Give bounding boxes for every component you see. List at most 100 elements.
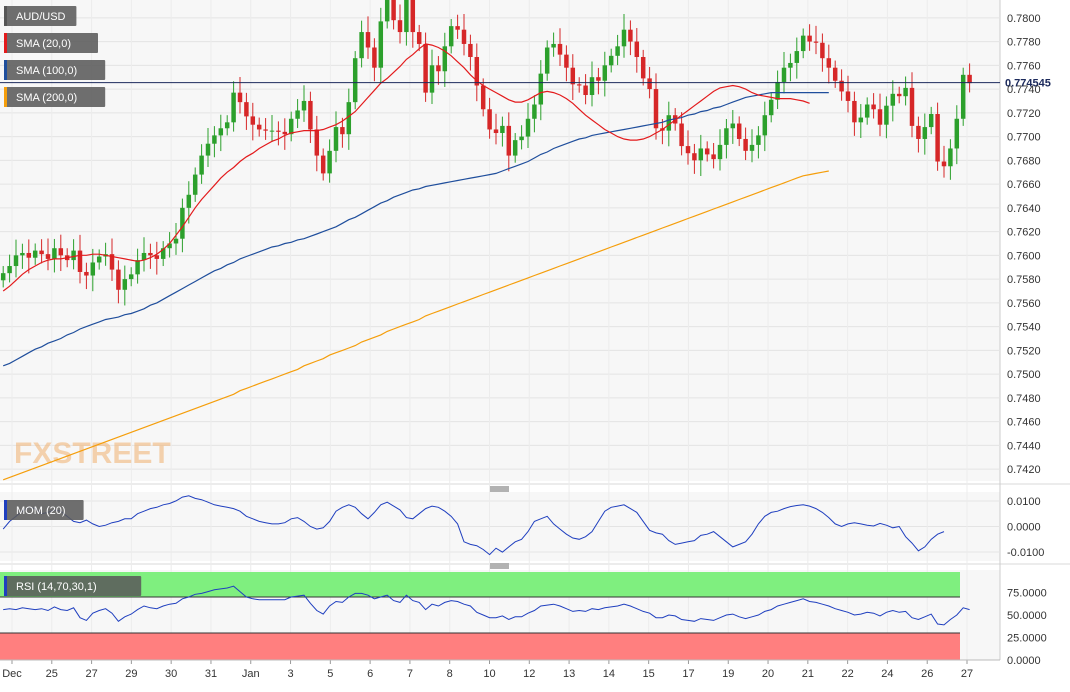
legend-box: [4, 87, 106, 107]
candle: [679, 112, 684, 156]
candle: [384, 0, 390, 29]
candle: [480, 78, 486, 117]
legend-box: [4, 33, 98, 53]
candle: [282, 118, 288, 150]
candle-body: [621, 29, 627, 47]
candle-body: [160, 248, 166, 259]
x-tick-label: 19: [722, 668, 734, 680]
legend-box: [4, 6, 77, 26]
legend-box: [4, 60, 106, 80]
candle-body: [352, 58, 358, 103]
rsi-bands: [0, 572, 960, 660]
candle-body: [679, 123, 684, 147]
x-tick-label: 31: [205, 668, 217, 680]
resize-handle-2[interactable]: [489, 563, 509, 569]
candle-body: [608, 55, 614, 66]
last-price-box: [1001, 74, 1065, 91]
rsi-overbought-band: [0, 572, 960, 597]
candle: [256, 117, 262, 137]
legend-box: [4, 500, 84, 520]
candle-body: [948, 148, 953, 167]
candle: [429, 49, 435, 105]
price-tick-label: 0.7640: [1007, 203, 1041, 215]
candle: [167, 232, 172, 258]
legend: AUD/USD SMA (20,0) SMA (100,0) SMA (200,0) M…: [4, 6, 142, 596]
x-axis-labels: Dec 25 27 29 30 31 Jan 3 5 6 7 8 10 12 13 14 15 17 19 20 21 2…: [0, 659, 1000, 680]
candle-body: [704, 148, 710, 155]
candle-body: [967, 74, 972, 84]
last-price-line: 0.774545: [0, 74, 1065, 91]
candle: [455, 14, 460, 39]
legend-swatch: [4, 60, 7, 80]
sma-lines: [2, 43, 829, 481]
candle-body: [647, 78, 652, 90]
x-tick-label: 21: [802, 668, 814, 680]
price-tick-label: 0.7660: [1007, 179, 1041, 191]
candle: [698, 134, 704, 177]
candles: [0, 0, 972, 306]
candle: [160, 241, 166, 267]
x-tick-label: 17: [682, 668, 694, 680]
candle-body: [282, 131, 288, 135]
candle-body: [743, 138, 748, 151]
candle: [538, 60, 544, 121]
rsi-tick-label: 50.0000: [1007, 610, 1047, 622]
candle-body: [839, 80, 844, 92]
legend-label: SMA (20,0): [16, 38, 71, 50]
candle: [141, 237, 147, 272]
candle-body: [84, 271, 89, 276]
candle-body: [692, 153, 697, 161]
candle: [397, 4, 403, 44]
candle: [154, 241, 160, 275]
candle-body: [199, 155, 204, 175]
candle-body: [301, 100, 307, 111]
candle-body: [768, 99, 774, 116]
candle: [807, 24, 812, 51]
candle-body: [941, 161, 947, 167]
price-tick-label: 0.7620: [1007, 227, 1041, 239]
candle-body: [717, 144, 723, 160]
candle-body: [39, 250, 44, 255]
candle: [212, 126, 217, 158]
candle: [173, 223, 179, 255]
candle: [781, 52, 787, 94]
candle-body: [858, 117, 864, 123]
candle: [903, 76, 908, 106]
x-tick-label: 5: [327, 668, 333, 680]
resize-handle-1[interactable]: [489, 486, 509, 492]
candle-body: [781, 67, 787, 82]
candle: [845, 75, 851, 113]
candle-body: [960, 74, 966, 119]
candle: [327, 139, 332, 183]
legend-item: SMA (100,0): [4, 60, 106, 80]
x-tick-label: 30: [165, 668, 177, 680]
candle-body: [544, 47, 550, 74]
candle: [634, 28, 640, 73]
candle-body: [154, 255, 160, 259]
candle-body: [596, 77, 601, 81]
price-tick-label: 0.7460: [1007, 417, 1041, 429]
candle-body: [333, 127, 339, 151]
candle-body: [455, 26, 460, 30]
x-tick-label: 26: [921, 668, 933, 680]
candle-body: [602, 65, 608, 81]
candle-body: [698, 148, 704, 161]
candle-body: [928, 114, 934, 128]
candle: [493, 113, 499, 145]
x-tick-label: 12: [523, 668, 535, 680]
candle: [365, 16, 371, 59]
x-tick-label: 27: [961, 668, 973, 680]
momentum-line: [2, 495, 945, 556]
candle: [378, 7, 384, 84]
price-panel-bg: [0, 0, 1000, 481]
candle-body: [141, 252, 147, 261]
x-tick-label: 20: [762, 668, 774, 680]
candle: [372, 38, 377, 82]
momentum-series: [2, 495, 945, 556]
candle-body: [871, 104, 876, 110]
x-tick-label: 7: [407, 668, 413, 680]
candle: [512, 133, 518, 163]
candle-body: [583, 85, 588, 96]
price-tick-label: 0.7420: [1007, 464, 1041, 476]
